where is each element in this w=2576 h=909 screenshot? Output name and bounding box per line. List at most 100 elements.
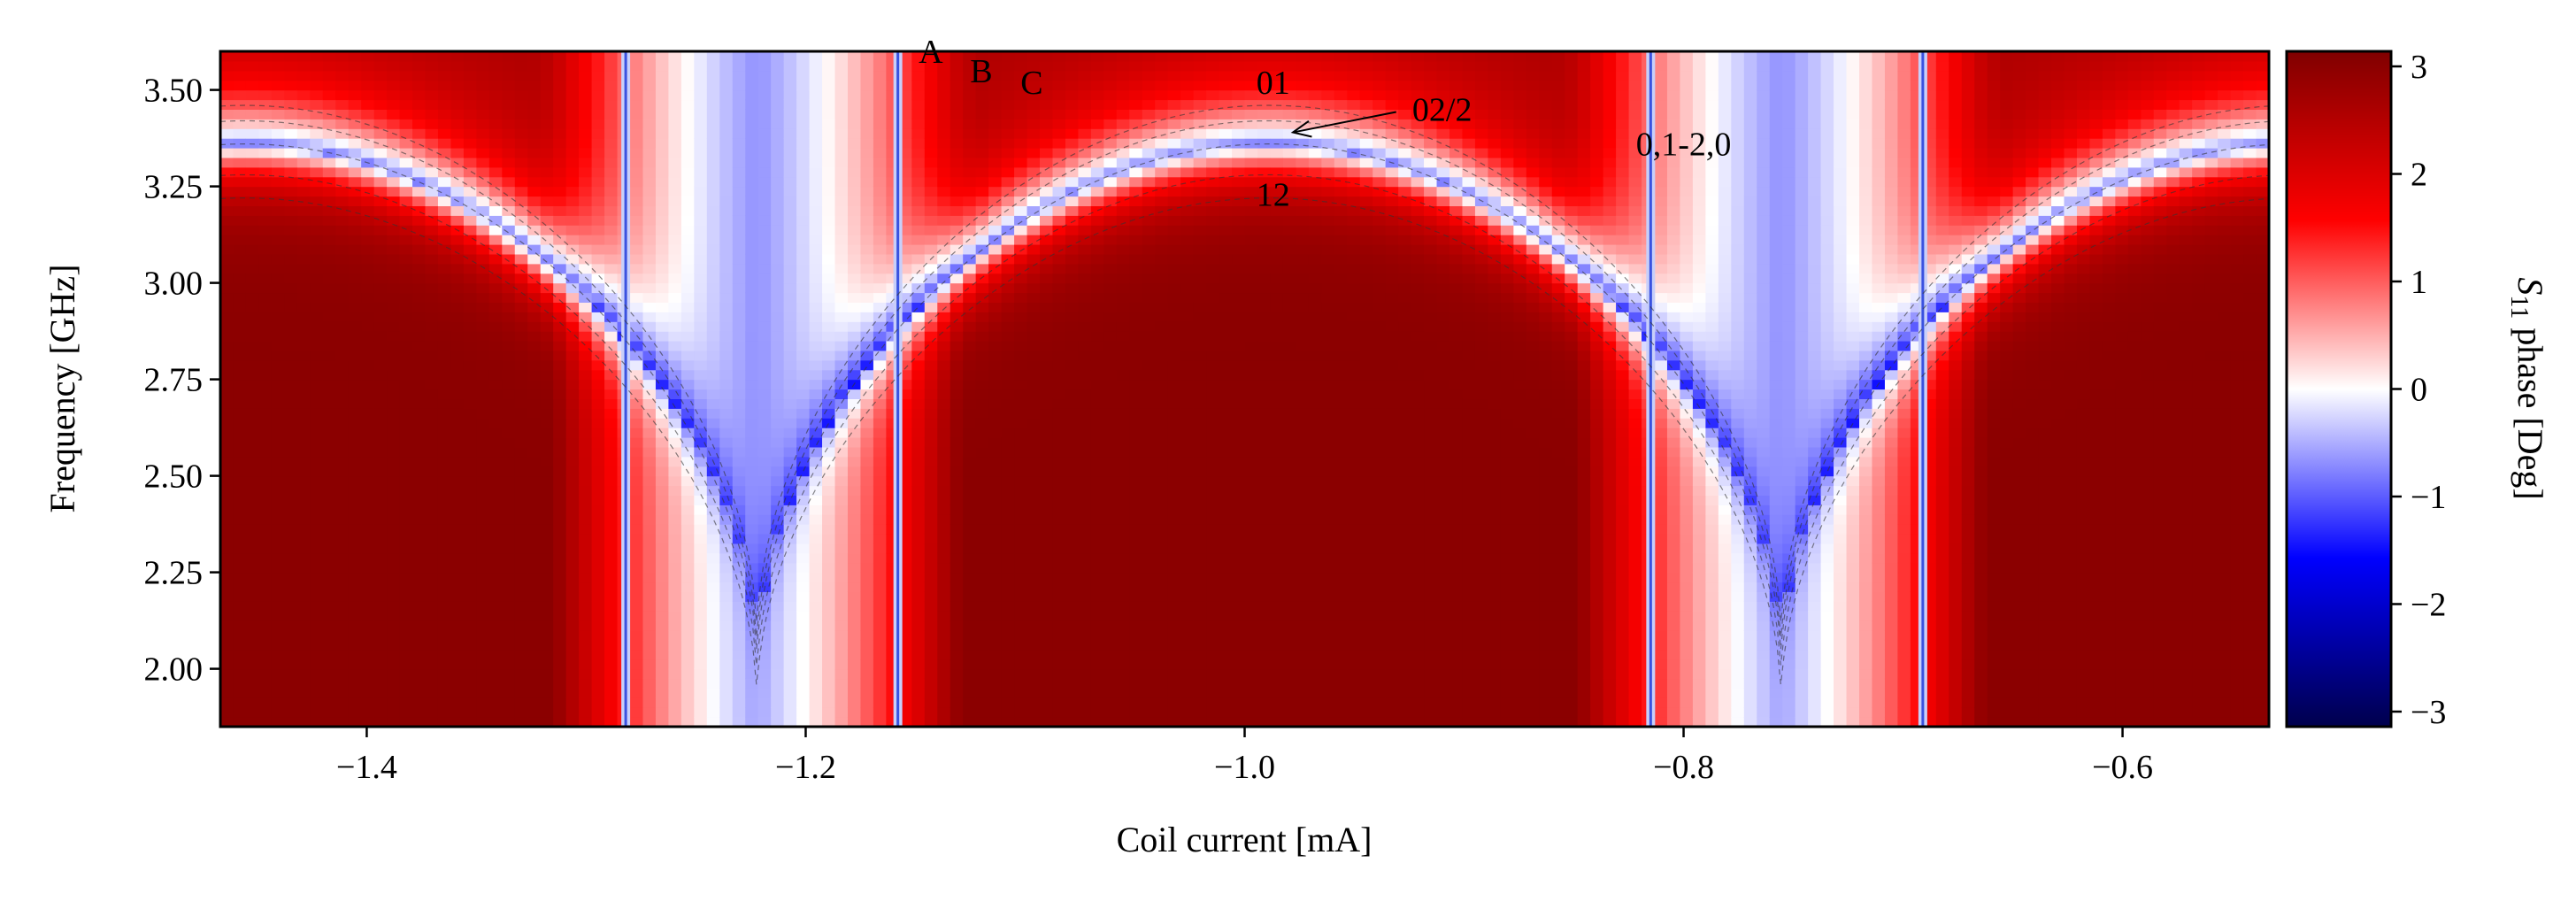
heatmap-cell [1103, 166, 1118, 178]
heatmap-cell [604, 582, 619, 592]
heatmap-cell [233, 678, 247, 689]
heatmap-cell [668, 543, 682, 554]
heatmap-cell [655, 282, 670, 294]
heatmap-cell [540, 302, 554, 312]
heatmap-cell [322, 341, 336, 351]
heatmap-cell [937, 697, 951, 708]
heatmap-cell [1078, 591, 1092, 602]
heatmap-cell [757, 601, 772, 612]
heatmap-cell [732, 119, 746, 129]
heatmap-cell [681, 630, 695, 641]
heatmap-cell [719, 148, 734, 158]
heatmap-cell [1014, 620, 1028, 631]
heatmap-cell [924, 534, 938, 544]
heatmap-cell [911, 697, 926, 708]
heatmap-cell [822, 505, 836, 515]
heatmap-cell [745, 630, 759, 641]
heatmap-cell [950, 244, 964, 255]
heatmap-cell [745, 697, 759, 708]
heatmap-cell [847, 263, 862, 274]
heatmap-cell [591, 524, 605, 535]
heatmap-cell [1027, 196, 1041, 206]
heatmap-cell [565, 591, 580, 602]
heatmap-cell [630, 552, 644, 564]
heatmap-cell [476, 205, 490, 216]
heatmap-cell [655, 205, 670, 216]
heatmap-cell [335, 205, 350, 216]
heatmap-cell [834, 418, 849, 428]
heatmap-cell [488, 505, 503, 515]
heatmap-cell [898, 649, 912, 660]
heatmap-cell [847, 331, 862, 342]
heatmap-cell [834, 292, 849, 303]
heatmap-cell [437, 379, 452, 390]
heatmap-cell [258, 534, 273, 544]
heatmap-cell [630, 312, 644, 322]
heatmap-cell [233, 89, 247, 101]
heatmap-cell [476, 282, 490, 294]
heatmap-cell [335, 601, 350, 612]
heatmap-cell [387, 630, 401, 641]
heatmap-cell [437, 235, 452, 245]
heatmap-cell [233, 505, 247, 515]
heatmap-cell [310, 591, 324, 602]
heatmap-cell [847, 572, 862, 583]
heatmap-cell [322, 350, 336, 361]
heatmap-cell [540, 196, 554, 206]
heatmap-cell [975, 109, 989, 119]
heatmap-cell [322, 601, 336, 612]
heatmap-cell [387, 80, 401, 91]
heatmap-cell [591, 80, 605, 91]
heatmap-cell [630, 620, 644, 631]
heatmap-cell [796, 379, 811, 390]
heatmap-cell [642, 282, 657, 294]
heatmap-cell [1065, 176, 1080, 188]
heatmap-cell [373, 582, 388, 592]
heatmap-cell [822, 80, 836, 91]
heatmap-cell [719, 341, 734, 351]
heatmap-cell [911, 109, 926, 119]
heatmap-cell [732, 282, 746, 294]
heatmap-cell [322, 485, 336, 496]
heatmap-cell [284, 678, 298, 689]
heatmap-cell [732, 312, 746, 322]
heatmap-cell [1001, 321, 1015, 332]
heatmap-cell [834, 282, 849, 294]
heatmap-cell [220, 678, 235, 689]
heatmap-cell [335, 717, 350, 727]
heatmap-cell [502, 109, 516, 119]
heatmap-cell [898, 205, 912, 216]
heatmap-cell [233, 620, 247, 631]
heatmap-cell [1040, 321, 1054, 332]
heatmap-cell [630, 688, 644, 698]
heatmap-cell [399, 418, 413, 428]
heatmap-cell [668, 659, 682, 670]
heatmap-cell [565, 717, 580, 727]
heatmap-cell [310, 456, 324, 467]
heatmap-cell [425, 379, 439, 390]
heatmap-cell [258, 369, 273, 381]
heatmap-cell [514, 408, 528, 419]
heatmap-cell [284, 51, 298, 62]
heatmap-cell [245, 138, 260, 149]
heatmap-cell [245, 186, 260, 197]
heatmap-cell [898, 668, 912, 680]
heatmap-cell [924, 475, 938, 487]
heatmap-cell [1040, 119, 1054, 129]
heatmap-cell [296, 678, 311, 689]
heatmap-cell [1078, 359, 1092, 371]
heatmap-cell [412, 418, 427, 428]
heatmap-cell [258, 51, 273, 62]
heatmap-cell [642, 485, 657, 496]
heatmap-cell [1001, 196, 1015, 206]
heatmap-cell [642, 639, 657, 651]
heatmap-cell [681, 475, 695, 487]
heatmap-cell [527, 369, 542, 381]
heatmap-cell [1014, 148, 1028, 158]
heatmap-cell [771, 428, 785, 438]
heatmap-cell [245, 99, 260, 110]
heatmap-cell [245, 562, 260, 574]
heatmap-cell [502, 620, 516, 631]
heatmap-cell [1103, 80, 1118, 91]
heatmap-cell [757, 321, 772, 332]
